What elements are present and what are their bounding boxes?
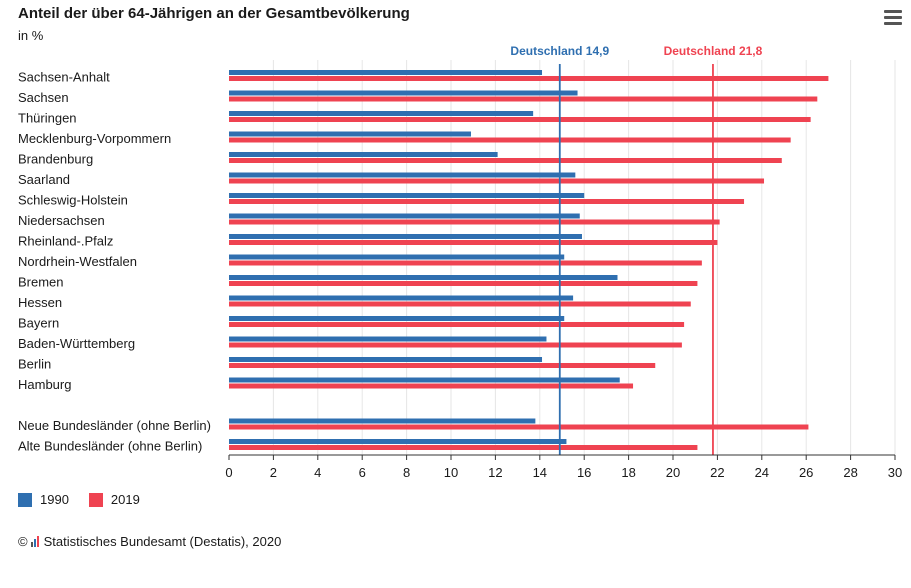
bar-1990 — [229, 193, 585, 198]
x-tick-label: 16 — [577, 465, 591, 480]
bar-1990 — [229, 377, 620, 383]
legend-label-1990: 1990 — [40, 492, 69, 507]
bar-1990 — [229, 172, 576, 178]
x-tick-label: 2 — [270, 465, 277, 480]
bar-2019 — [229, 301, 691, 307]
bar-1990 — [229, 316, 565, 321]
source-text: Statistisches Bundesamt (Destatis), 2020 — [43, 534, 282, 549]
x-tick-label: 8 — [403, 465, 410, 480]
bar-2019 — [229, 281, 698, 286]
x-tick-label: 18 — [621, 465, 635, 480]
bar-2019 — [229, 219, 720, 225]
legend-swatch-2019 — [88, 492, 103, 507]
bar-1990 — [229, 234, 582, 239]
x-tick-label: 30 — [888, 465, 902, 480]
bar-2019 — [229, 199, 745, 204]
bar-2019 — [229, 424, 809, 430]
legend: 1990 2019 — [18, 492, 160, 507]
category-label: Alte Bundesländer (ohne Berlin) — [18, 439, 202, 454]
bar-2019 — [229, 260, 702, 266]
legend-swatch-1990 — [18, 492, 32, 507]
category-label: Hamburg — [18, 377, 71, 392]
hamburger-menu-icon[interactable] — [884, 10, 902, 26]
category-label: Rheinland-.Pfalz — [18, 234, 113, 249]
bar-2019 — [229, 76, 829, 81]
bar-1990 — [229, 295, 574, 301]
category-label: Niedersachsen — [18, 213, 105, 228]
reference-label-0: Deutschland 14,9 — [510, 44, 609, 58]
category-label: Berlin — [18, 357, 51, 372]
bar-1990 — [229, 90, 578, 96]
category-label: Nordrhein-Westfalen — [18, 254, 137, 269]
bar-1990 — [229, 152, 498, 157]
legend-item-2019[interactable]: 2019 — [88, 492, 140, 507]
x-tick-label: 10 — [444, 465, 458, 480]
bar-2019 — [229, 137, 791, 143]
category-label: Schleswig-Holstein — [18, 193, 128, 208]
bar-1990 — [229, 357, 543, 362]
x-tick-label: 14 — [533, 465, 547, 480]
category-label: Bayern — [18, 316, 59, 331]
bar-2019 — [229, 178, 765, 184]
bar-2019 — [229, 322, 685, 327]
bar-1990 — [229, 254, 565, 260]
category-label: Saarland — [18, 172, 70, 187]
chart-subtitle: in % — [18, 28, 44, 43]
category-label: Baden-Württemberg — [18, 336, 135, 351]
bar-2019 — [229, 96, 818, 102]
bar-2019 — [229, 117, 811, 122]
category-label: Neue Bundesländer (ohne Berlin) — [18, 418, 211, 433]
bar-1990 — [229, 213, 580, 219]
bar-2019 — [229, 383, 634, 389]
bar-1990 — [229, 70, 543, 75]
copyright-symbol: © — [18, 534, 28, 549]
category-label: Bremen — [18, 275, 64, 290]
bar-1990 — [229, 111, 534, 116]
x-tick-label: 24 — [755, 465, 769, 480]
bar-1990 — [229, 439, 567, 444]
category-label: Mecklenburg-Vorpommern — [18, 131, 171, 146]
x-tick-label: 26 — [799, 465, 813, 480]
bar-2019 — [229, 158, 782, 163]
bar-1990 — [229, 131, 471, 137]
legend-item-1990[interactable]: 1990 — [18, 492, 69, 507]
category-label: Brandenburg — [18, 152, 93, 167]
category-label: Sachsen-Anhalt — [18, 70, 110, 85]
chart-title: Anteil der über 64-Jährigen an der Gesam… — [18, 5, 410, 22]
bar-1990 — [229, 336, 547, 342]
x-tick-label: 0 — [225, 465, 232, 480]
bar-2019 — [229, 240, 718, 245]
reference-label-1: Deutschland 21,8 — [664, 44, 763, 58]
x-tick-label: 6 — [359, 465, 366, 480]
x-tick-label: 12 — [488, 465, 502, 480]
bar-2019 — [229, 342, 682, 348]
destatis-logo-icon — [30, 536, 40, 547]
bar-chart: Sachsen-Anhalt Sachsen Thüringen Mecklenbur… — [18, 44, 902, 480]
x-tick-label: 20 — [666, 465, 680, 480]
bar-2019 — [229, 445, 698, 450]
x-tick-label: 22 — [710, 465, 724, 480]
legend-label-2019: 2019 — [110, 492, 140, 507]
x-tick-label: 4 — [314, 465, 321, 480]
category-label: Sachsen — [18, 90, 69, 105]
source-note: © Statistisches Bundesamt (Destatis), 20… — [18, 534, 281, 549]
category-label: Hessen — [18, 295, 62, 310]
bar-2019 — [229, 363, 656, 368]
bar-1990 — [229, 418, 536, 424]
category-label: Thüringen — [18, 111, 77, 126]
x-tick-label: 28 — [843, 465, 857, 480]
bar-1990 — [229, 275, 618, 280]
